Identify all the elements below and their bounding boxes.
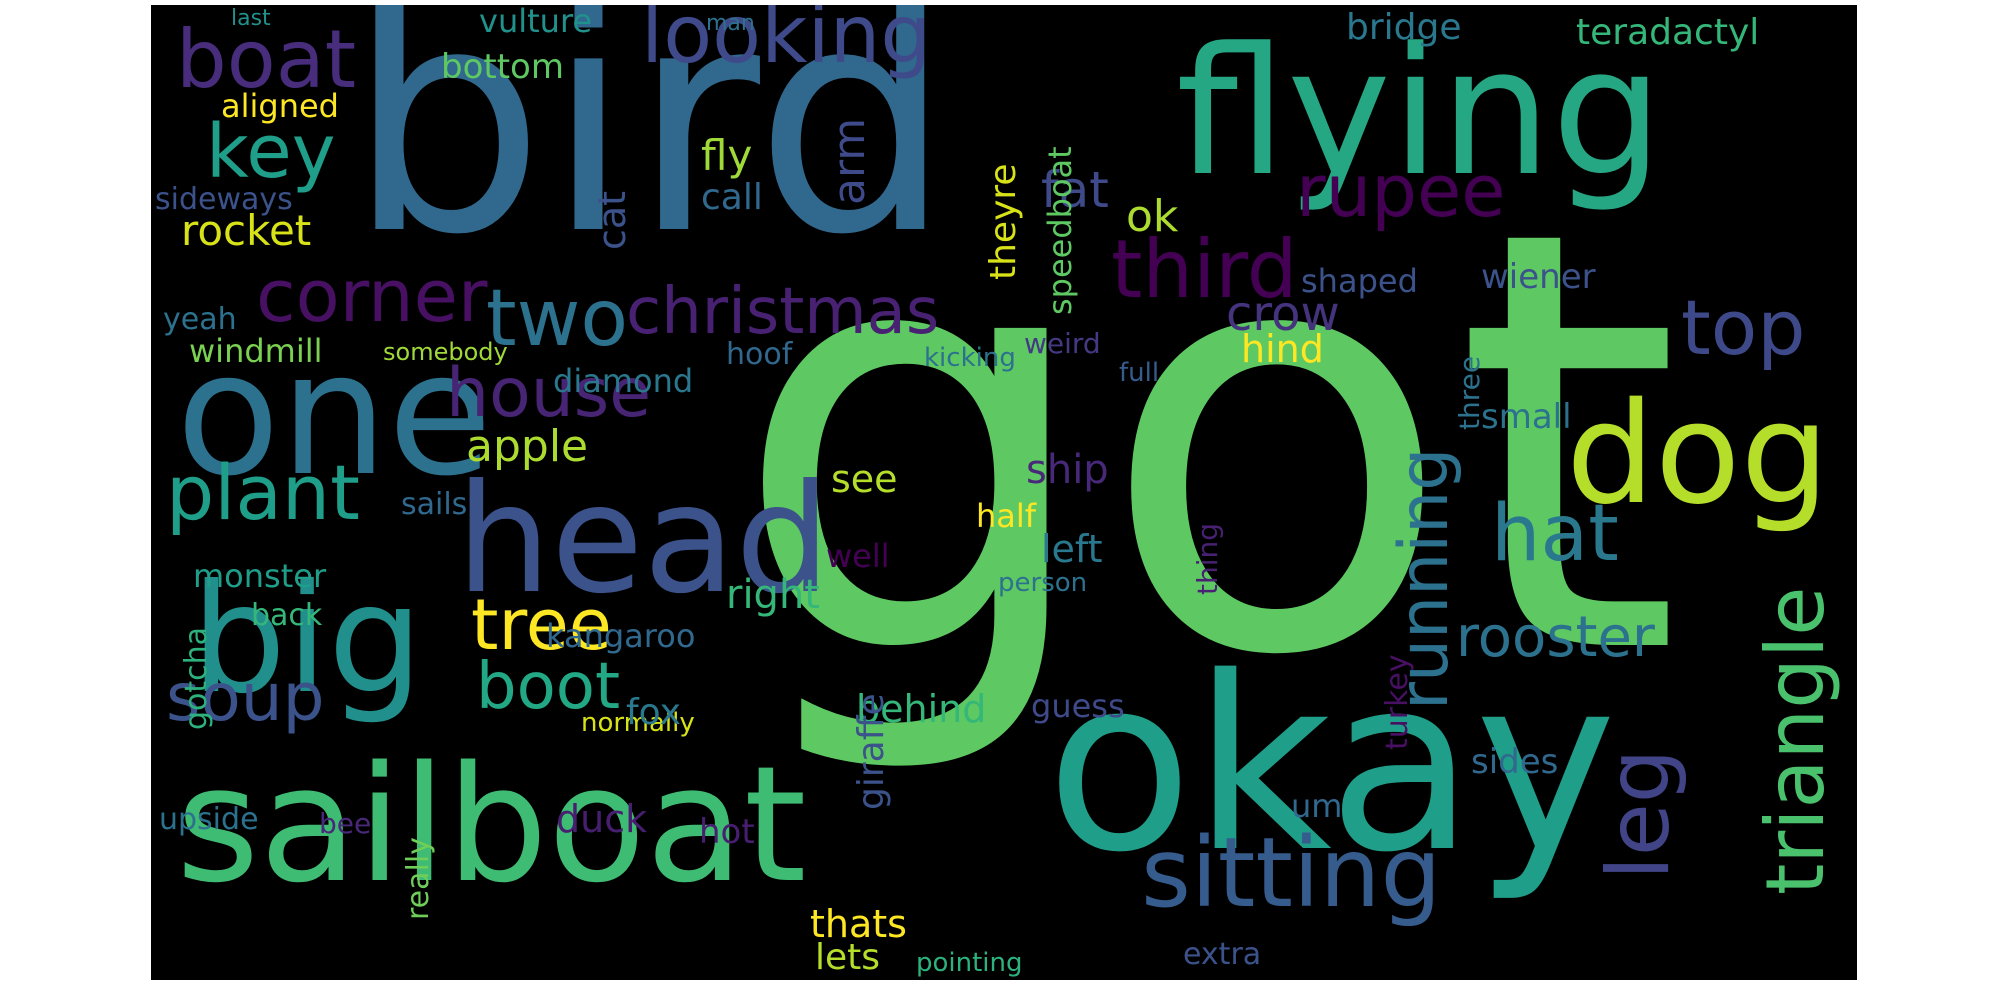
word-giraffe: giraffe xyxy=(851,693,892,810)
word-um: um xyxy=(1291,787,1343,825)
word-see: see xyxy=(831,457,898,501)
word-back: back xyxy=(251,598,323,633)
word-fat: fat xyxy=(1041,161,1109,219)
word-triangle: triangle xyxy=(1749,586,1842,895)
word-bottom: bottom xyxy=(441,47,564,87)
word-lets: lets xyxy=(815,937,881,978)
word-yeah: yeah xyxy=(163,302,237,337)
word-kangaroo: kangaroo xyxy=(546,617,696,655)
word-thing: thing xyxy=(1191,522,1224,595)
word-boat: boat xyxy=(176,13,357,106)
word-hat: hat xyxy=(1491,489,1619,579)
word-windmill: windmill xyxy=(189,332,323,370)
word-top: top xyxy=(1681,283,1806,372)
word-sitting: sitting xyxy=(1141,817,1442,929)
word-boot: boot xyxy=(476,650,621,724)
word-pointing: pointing xyxy=(916,948,1023,978)
word-third: third xyxy=(1111,223,1298,316)
word-half: half xyxy=(976,497,1037,535)
word-sails: sails xyxy=(401,487,468,522)
word-cat: cat xyxy=(590,190,634,250)
word-plant: plant xyxy=(166,448,360,537)
word-normally: normally xyxy=(581,708,695,738)
word-turkey: turkey xyxy=(1380,654,1415,750)
word-ship: ship xyxy=(1026,447,1109,493)
word-behind: behind xyxy=(856,687,987,731)
word-kicking: kicking xyxy=(924,343,1016,373)
word-corner: corner xyxy=(256,254,488,338)
word-cloud: got bird okay flying sailboat one head big dog si… xyxy=(151,5,1857,980)
word-really: really xyxy=(401,837,436,920)
word-hoof: hoof xyxy=(726,337,793,372)
word-bird: bird xyxy=(347,5,953,303)
word-extra: extra xyxy=(1183,937,1262,972)
word-sideways: sideways xyxy=(155,182,293,217)
word-small: small xyxy=(1481,397,1572,437)
word-dog: dog xyxy=(1566,373,1830,536)
word-arm: arm xyxy=(824,117,875,205)
word-wiener: wiener xyxy=(1481,257,1596,297)
word-tree: tree xyxy=(471,584,612,666)
word-flying: flying xyxy=(1176,10,1664,215)
word-key: key xyxy=(206,109,336,195)
word-leg: leg xyxy=(1589,748,1689,880)
word-looking: looking xyxy=(641,5,932,81)
word-rupee: rupee xyxy=(1296,149,1506,233)
word-call: call xyxy=(701,177,763,218)
word-last: last xyxy=(231,6,271,31)
word-okay: okay xyxy=(1046,625,1617,905)
word-bridge: bridge xyxy=(1346,7,1462,48)
word-full: full xyxy=(1119,358,1160,388)
word-one: one xyxy=(176,316,493,514)
word-bee: bee xyxy=(319,807,372,840)
word-person: person xyxy=(998,568,1088,598)
word-ok: ok xyxy=(1126,191,1179,242)
word-christmas: christmas xyxy=(626,275,940,349)
word-sides: sides xyxy=(1471,742,1559,782)
word-gotcha: gotcha xyxy=(179,626,214,730)
word-apple: apple xyxy=(466,421,589,472)
word-crow: crow xyxy=(1226,286,1340,342)
word-speedboat: speedboat xyxy=(1041,146,1079,315)
word-fly: fly xyxy=(701,131,753,180)
word-man: man xyxy=(706,11,755,36)
word-somebody: somebody xyxy=(383,338,508,366)
word-big: big xyxy=(191,553,424,727)
word-house: house xyxy=(446,354,652,433)
word-weird: weird xyxy=(1024,327,1101,360)
word-got: got xyxy=(731,107,1682,782)
word-vulture: vulture xyxy=(479,5,593,40)
word-three: three xyxy=(1453,355,1486,430)
word-diamond: diamond xyxy=(553,362,694,400)
word-fox: fox xyxy=(626,692,681,733)
word-guess: guess xyxy=(1031,687,1125,725)
word-shaped: shaped xyxy=(1301,262,1418,300)
word-monster: monster xyxy=(193,557,327,595)
word-soup: soup xyxy=(166,659,325,736)
word-rocket: rocket xyxy=(181,206,312,255)
word-aligned: aligned xyxy=(221,87,339,125)
word-rooster: rooster xyxy=(1456,605,1655,670)
word-well: well xyxy=(826,537,890,575)
word-upside: upside xyxy=(159,802,259,837)
word-hot: hot xyxy=(699,812,755,852)
word-duck: duck xyxy=(556,797,648,841)
word-sailboat: sailboat xyxy=(176,731,807,918)
word-right: right xyxy=(726,572,820,618)
word-hind: hind xyxy=(1241,327,1324,371)
word-teradactyl: teradactyl xyxy=(1576,12,1760,53)
word-left: left xyxy=(1041,527,1103,571)
word-thats: thats xyxy=(810,902,907,946)
word-theyre: theyre xyxy=(983,163,1024,280)
word-head: head xyxy=(456,453,831,627)
word-two: two xyxy=(486,274,629,364)
